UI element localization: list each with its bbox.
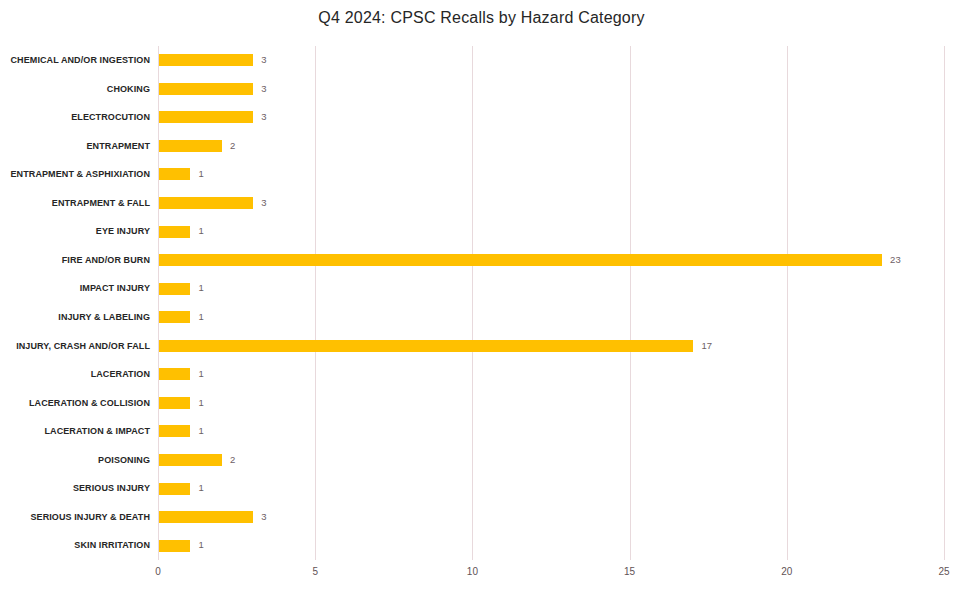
x-tick-label: 10 bbox=[467, 566, 478, 577]
value-label: 3 bbox=[261, 503, 266, 532]
category-label: SKIN IRRITATION bbox=[0, 531, 150, 560]
value-label: 1 bbox=[198, 417, 203, 446]
bar-row: EYE INJURY1 bbox=[158, 217, 944, 246]
category-label: FIRE AND/OR BURN bbox=[0, 246, 150, 275]
value-label: 23 bbox=[890, 246, 901, 275]
value-label: 1 bbox=[198, 389, 203, 418]
bar bbox=[159, 283, 190, 295]
category-label: ENTRAPMENT & FALL bbox=[0, 189, 150, 218]
bar-row: FIRE AND/OR BURN23 bbox=[158, 246, 944, 275]
bar-row: ENTRAPMENT & FALL3 bbox=[158, 189, 944, 218]
bar-row: INJURY, CRASH AND/OR FALL17 bbox=[158, 332, 944, 361]
bar-chart: Q4 2024: CPSC Recalls by Hazard Category… bbox=[0, 0, 963, 591]
value-label: 1 bbox=[198, 217, 203, 246]
category-label: CHOKING bbox=[0, 75, 150, 104]
bar bbox=[159, 483, 190, 495]
x-tick-label: 20 bbox=[781, 566, 792, 577]
value-label: 1 bbox=[198, 274, 203, 303]
bar bbox=[159, 197, 253, 209]
category-label: POISONING bbox=[0, 446, 150, 475]
bar-row: SERIOUS INJURY & DEATH3 bbox=[158, 503, 944, 532]
category-label: SERIOUS INJURY & DEATH bbox=[0, 503, 150, 532]
bar bbox=[159, 511, 253, 523]
bar bbox=[159, 340, 693, 352]
category-label: IMPACT INJURY bbox=[0, 274, 150, 303]
bar bbox=[159, 111, 253, 123]
bar-row: ENTRAPMENT & ASPHIXIATION1 bbox=[158, 160, 944, 189]
value-label: 1 bbox=[198, 303, 203, 332]
bar bbox=[159, 254, 882, 266]
bar bbox=[159, 454, 222, 466]
bar-row: INJURY & LABELING1 bbox=[158, 303, 944, 332]
bar-row: LACERATION & COLLISION1 bbox=[158, 389, 944, 418]
category-label: INJURY & LABELING bbox=[0, 303, 150, 332]
gridline bbox=[944, 46, 945, 560]
bar-row: POISONING2 bbox=[158, 446, 944, 475]
value-label: 3 bbox=[261, 46, 266, 75]
bar bbox=[159, 540, 190, 552]
bar bbox=[159, 397, 190, 409]
value-label: 1 bbox=[198, 474, 203, 503]
value-label: 3 bbox=[261, 103, 266, 132]
bar-row: LACERATION1 bbox=[158, 360, 944, 389]
value-label: 17 bbox=[701, 332, 712, 361]
bar-row: ELECTROCUTION3 bbox=[158, 103, 944, 132]
chart-title: Q4 2024: CPSC Recalls by Hazard Category bbox=[0, 9, 963, 27]
bar-row: SERIOUS INJURY1 bbox=[158, 474, 944, 503]
value-label: 1 bbox=[198, 360, 203, 389]
plot-area: CHEMICAL AND/OR INGESTION3CHOKING3ELECTR… bbox=[158, 46, 944, 560]
category-label: LACERATION & COLLISION bbox=[0, 389, 150, 418]
value-label: 3 bbox=[261, 75, 266, 104]
bar bbox=[159, 311, 190, 323]
bar bbox=[159, 168, 190, 180]
bar bbox=[159, 368, 190, 380]
x-axis: 0510152025 bbox=[158, 566, 944, 586]
bar-row: SKIN IRRITATION1 bbox=[158, 531, 944, 560]
bar bbox=[159, 140, 222, 152]
category-label: ENTRAPMENT bbox=[0, 132, 150, 161]
category-label: LACERATION & IMPACT bbox=[0, 417, 150, 446]
value-label: 2 bbox=[230, 132, 235, 161]
category-label: LACERATION bbox=[0, 360, 150, 389]
category-label: CHEMICAL AND/OR INGESTION bbox=[0, 46, 150, 75]
bar bbox=[159, 83, 253, 95]
bar bbox=[159, 226, 190, 238]
x-tick-label: 15 bbox=[624, 566, 635, 577]
value-label: 1 bbox=[198, 531, 203, 560]
bar-row: ENTRAPMENT2 bbox=[158, 132, 944, 161]
x-tick-label: 0 bbox=[155, 566, 161, 577]
x-tick-label: 25 bbox=[938, 566, 949, 577]
category-label: EYE INJURY bbox=[0, 217, 150, 246]
bar bbox=[159, 54, 253, 66]
bar-row: IMPACT INJURY1 bbox=[158, 274, 944, 303]
category-label: ENTRAPMENT & ASPHIXIATION bbox=[0, 160, 150, 189]
category-label: INJURY, CRASH AND/OR FALL bbox=[0, 332, 150, 361]
bar-row: CHOKING3 bbox=[158, 75, 944, 104]
value-label: 1 bbox=[198, 160, 203, 189]
x-tick-label: 5 bbox=[312, 566, 318, 577]
category-label: SERIOUS INJURY bbox=[0, 474, 150, 503]
bar-row: CHEMICAL AND/OR INGESTION3 bbox=[158, 46, 944, 75]
value-label: 3 bbox=[261, 189, 266, 218]
value-label: 2 bbox=[230, 446, 235, 475]
bar-row: LACERATION & IMPACT1 bbox=[158, 417, 944, 446]
category-label: ELECTROCUTION bbox=[0, 103, 150, 132]
bar bbox=[159, 425, 190, 437]
